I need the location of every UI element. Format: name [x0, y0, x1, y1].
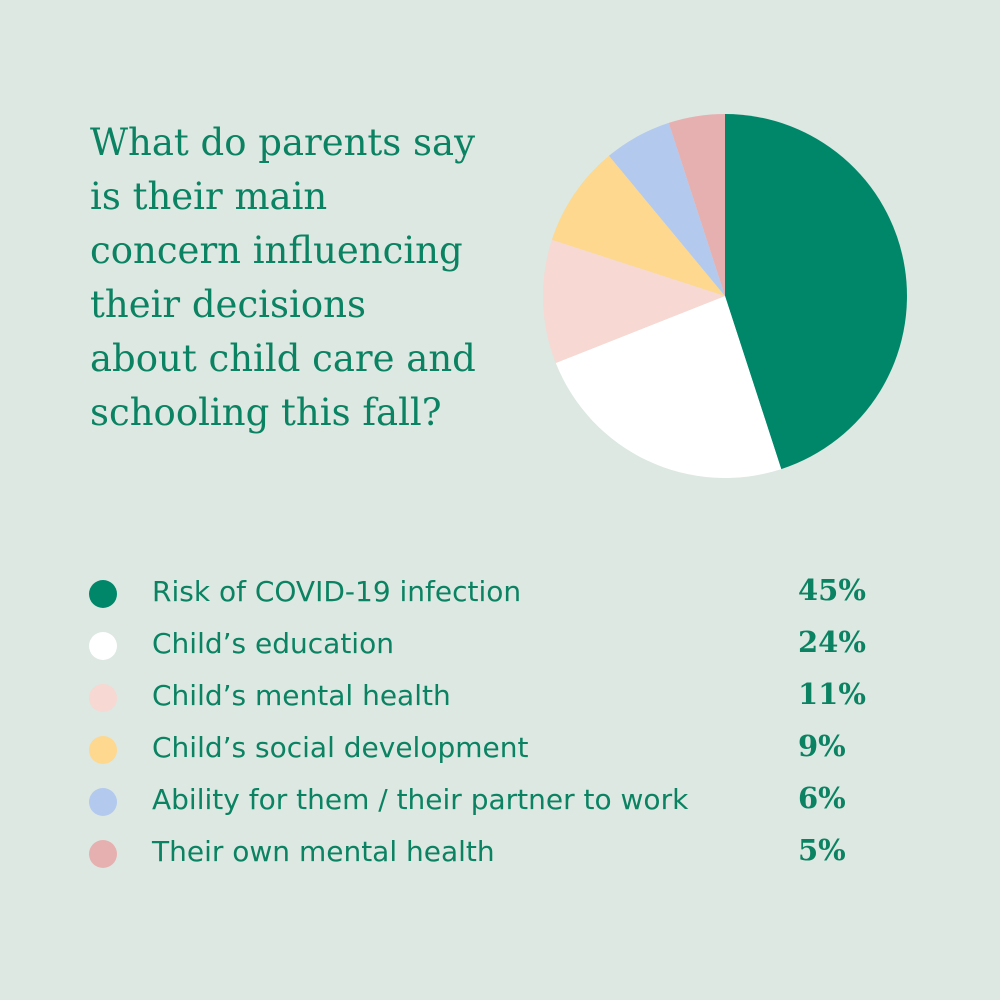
legend-value: 5%: [798, 833, 846, 867]
legend-item: Ability for them / their partner to work…: [86, 776, 886, 828]
legend-swatch: [89, 632, 117, 660]
pie-slice-covid-risk: [725, 114, 907, 470]
legend-item: Their own mental health 5%: [86, 828, 886, 880]
pie-slice-education: [555, 296, 782, 478]
pie-slice-social-development: [551, 155, 725, 296]
legend-item: Child’s education 24%: [86, 620, 886, 672]
legend-swatch: [89, 580, 117, 608]
title-line: concern influencing: [90, 229, 463, 273]
legend-label: Their own mental health: [152, 835, 495, 868]
legend-label: Risk of COVID-19 infection: [152, 575, 522, 608]
legend-value: 6%: [798, 781, 846, 815]
legend-swatch: [89, 684, 117, 712]
legend-swatch: [89, 736, 117, 764]
title-line: their decisions: [90, 283, 366, 327]
legend-label: Ability for them / their partner to work: [152, 783, 689, 816]
legend-value: 11%: [798, 677, 866, 711]
legend-swatch: [89, 840, 117, 868]
legend-item: Child’s mental health 11%: [86, 672, 886, 724]
legend-value: 24%: [798, 625, 866, 659]
pie-slice-own-mental-health: [668, 114, 725, 296]
legend: Risk of COVID-19 infection 45% Child’s e…: [86, 568, 886, 880]
legend-value: 45%: [798, 573, 866, 607]
title-line: schooling this fall?: [90, 391, 442, 435]
legend-label: Child’s social development: [152, 731, 529, 764]
legend-label: Child’s education: [152, 627, 394, 660]
legend-label: Child’s mental health: [152, 679, 451, 712]
pie-chart: [540, 111, 910, 481]
legend-item: Risk of COVID-19 infection 45%: [86, 568, 886, 620]
title-line: about child care and: [90, 337, 476, 381]
pie-slice-ability-to-work: [608, 122, 725, 296]
chart-title: What do parents say is their main concer…: [90, 116, 530, 440]
legend-value: 9%: [798, 729, 846, 763]
pie-chart-svg: [543, 114, 907, 478]
legend-swatch: [89, 788, 117, 816]
title-line: What do parents say: [90, 121, 475, 164]
title-line: is their main: [90, 175, 328, 219]
legend-item: Child’s social development 9%: [86, 724, 886, 776]
pie-slice-child-mental-health: [543, 239, 725, 363]
